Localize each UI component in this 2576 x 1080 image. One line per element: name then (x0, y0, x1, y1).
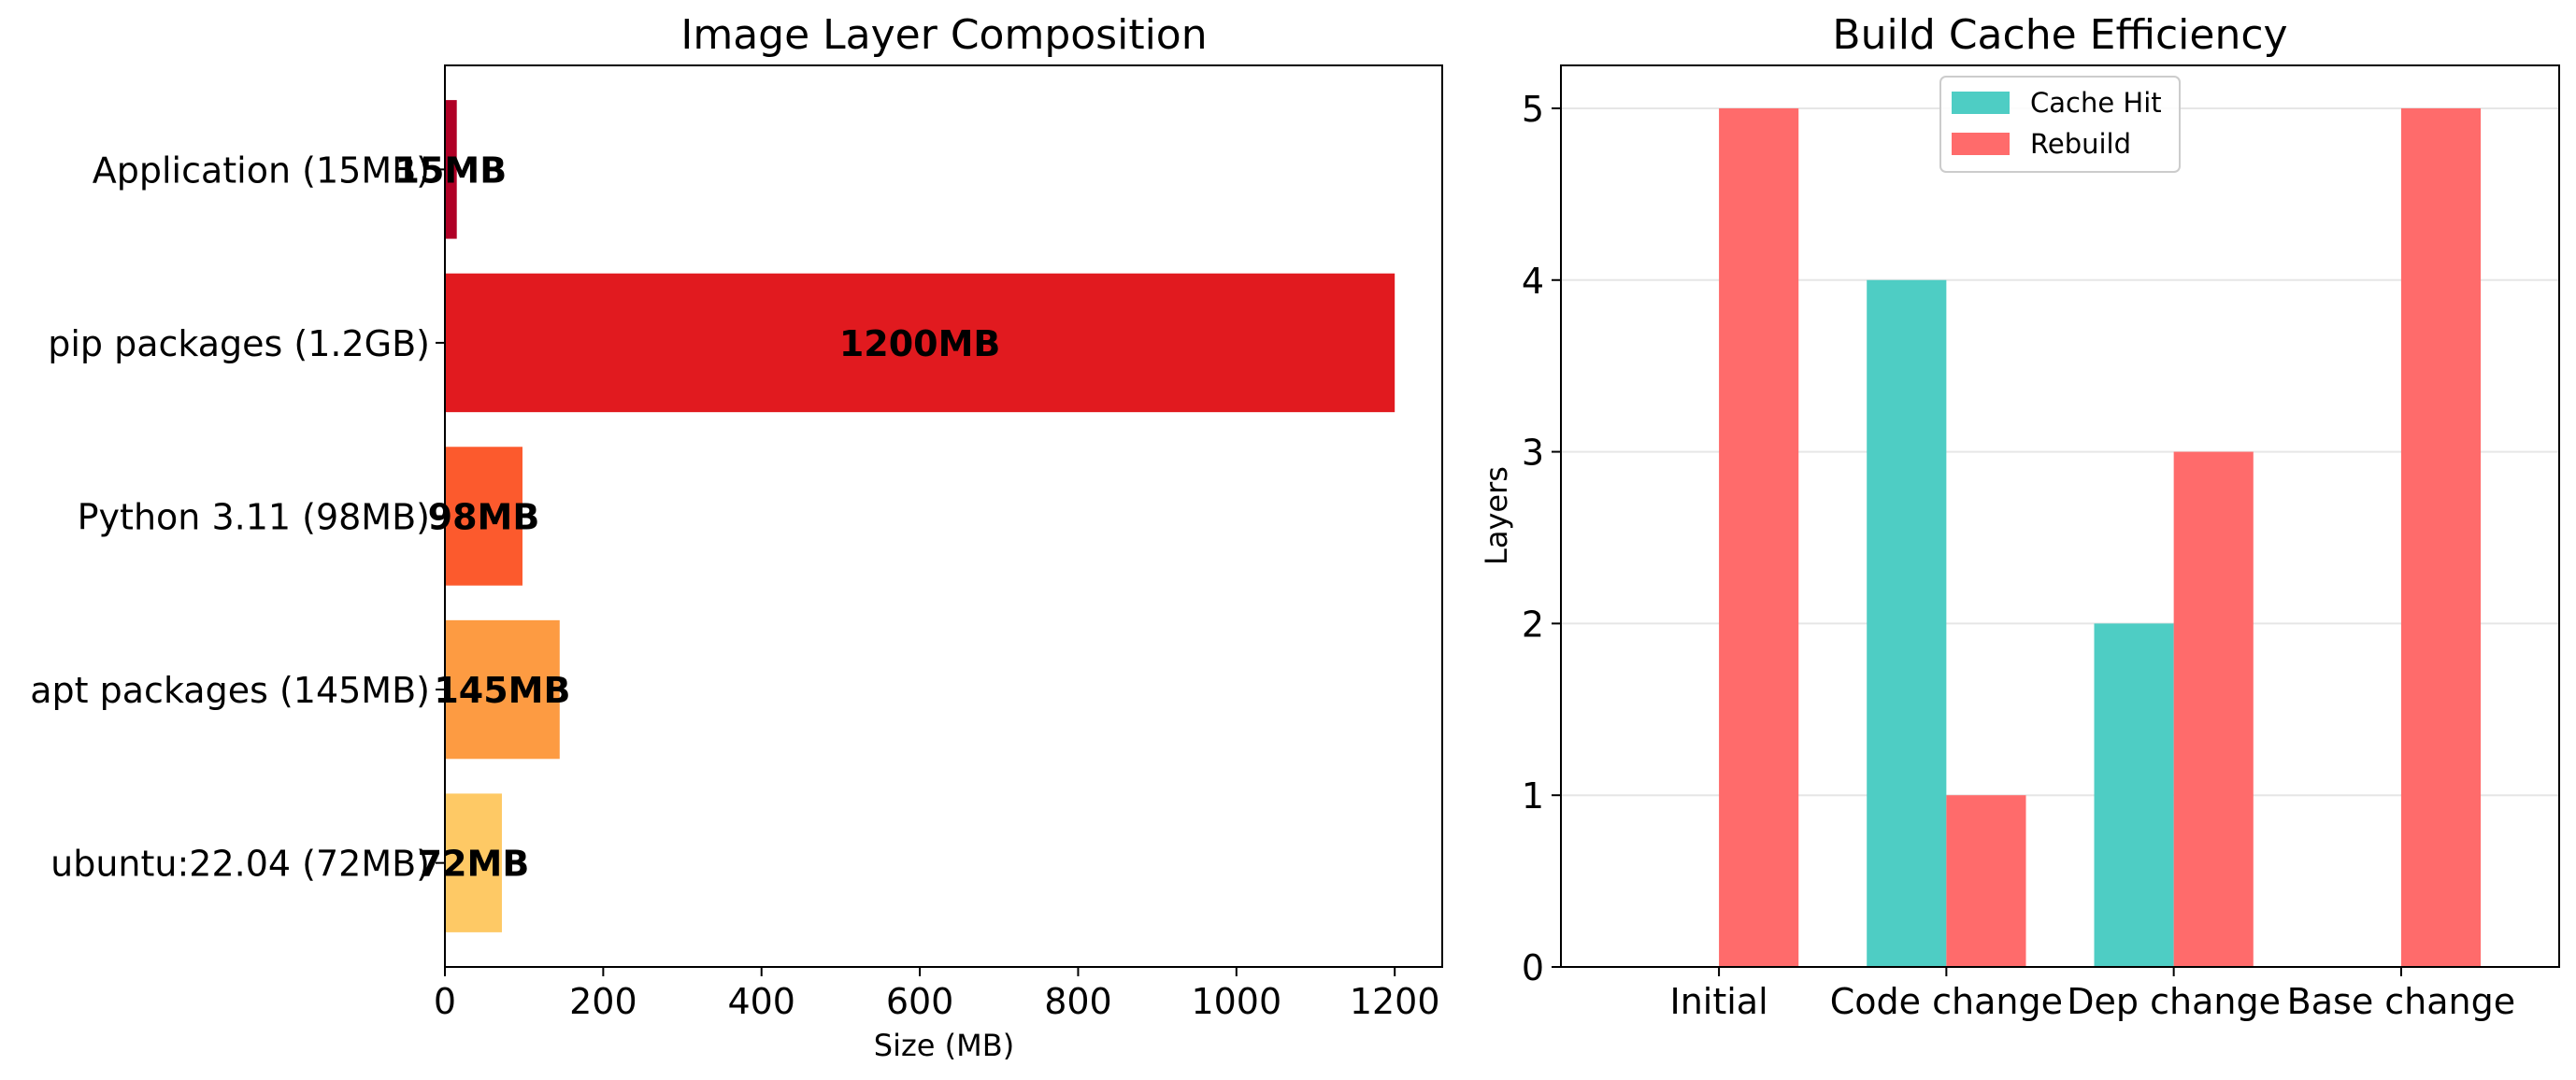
chart2-ylabel: Layers (1479, 466, 1514, 565)
legend-label: Rebuild (2030, 128, 2131, 160)
bar (445, 793, 502, 932)
x-tick-label: 1000 (1191, 981, 1281, 1022)
legend-swatch (1952, 92, 2010, 114)
y-tick-label: 2 (1522, 604, 1544, 645)
chart1-frame (444, 64, 1443, 968)
x-tick-label: 200 (569, 981, 637, 1022)
x-tick-label: Base change (2287, 981, 2515, 1022)
chart1-title: Image Layer Composition (680, 11, 1207, 59)
bar (1719, 107, 1799, 967)
x-tick-label: Initial (1670, 981, 1768, 1022)
y-tick-label: Python 3.11 (98MB) (78, 497, 430, 538)
y-tick-label: 3 (1522, 433, 1544, 474)
data-label: 72MB (418, 844, 530, 885)
bar (1946, 795, 2026, 967)
data-label: 145MB (434, 670, 570, 711)
chart2-title: Build Cache Efficiency (1832, 11, 2287, 59)
x-tick-label: 800 (1044, 981, 1112, 1022)
x-tick-label: 400 (727, 981, 795, 1022)
bar (445, 100, 457, 239)
cache-efficiency-chart: Build Cache Efficiency 0 1 2 3 4 5 Initial Cod… (1479, 11, 2560, 1022)
x-tick-label: 1200 (1350, 981, 1440, 1022)
x-tick-label: 600 (886, 981, 954, 1022)
bar (1867, 279, 1947, 967)
y-tick-label: 5 (1522, 89, 1544, 130)
x-tick-label: Dep change (2067, 981, 2281, 1022)
bar (2094, 623, 2174, 967)
data-label: 1200MB (839, 323, 1001, 364)
y-tick-label: pip packages (1.2GB) (48, 323, 430, 364)
chart1-xlabel: Size (MB) (874, 1028, 1014, 1063)
x-tick-label: 0 (434, 981, 456, 1022)
y-tick-label: 0 (1522, 947, 1544, 988)
y-tick-label: 1 (1522, 775, 1544, 817)
bar (445, 273, 1395, 413)
chart2-legend: Cache Hit Rebuild (1939, 76, 2181, 173)
y-tick-label: ubuntu:22.04 (72MB) (50, 844, 430, 885)
y-tick-label: 4 (1522, 261, 1544, 302)
bar (2400, 107, 2482, 967)
x-tick-label: Code change (1830, 981, 2063, 1022)
chart2-frame (1560, 64, 2560, 968)
data-label: 98MB (428, 497, 540, 538)
bar (2173, 451, 2254, 968)
legend-swatch (1952, 133, 2010, 155)
bar (445, 447, 522, 586)
data-label: 15MB (395, 149, 508, 191)
layer-composition-chart: Image Layer Composition ubuntu:22.04 (72… (30, 11, 1443, 1063)
y-tick-label: apt packages (145MB) (30, 670, 430, 711)
y-tick-label: Application (15MB) (93, 149, 430, 191)
legend-label: Cache Hit (2030, 87, 2162, 119)
bar (445, 619, 560, 760)
